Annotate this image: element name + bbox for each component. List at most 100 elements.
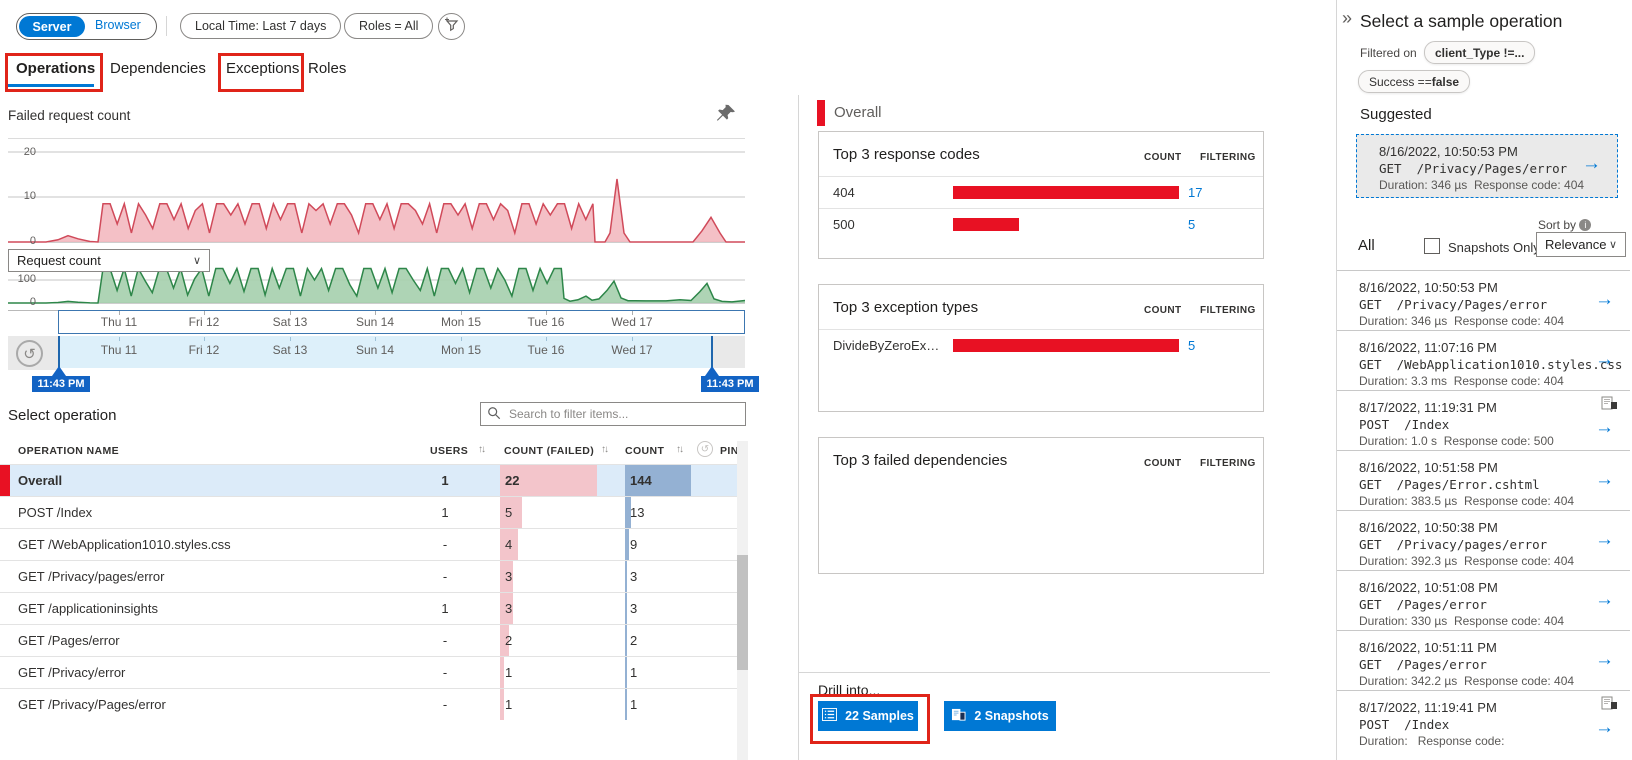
table-row[interactable]: GET /WebApplication1010.styles.css - 4 9 <box>0 528 737 560</box>
card-row-count-link[interactable]: 5 <box>1188 338 1196 353</box>
card-count-header: COUNT <box>1144 152 1182 163</box>
x-axis-tick <box>375 311 376 315</box>
sample-operation: GET /Privacy/pages/error <box>1359 537 1548 552</box>
request-chart-ytick-0: 0 <box>29 296 36 308</box>
col-header-count[interactable]: COUNT <box>625 445 665 457</box>
open-sample-arrow-icon[interactable]: → <box>1595 417 1614 438</box>
brush-handle-right-triangle[interactable] <box>705 366 719 376</box>
metric-dropdown[interactable]: Request count ∨ <box>8 249 210 272</box>
filter-pill-client-type[interactable]: client_Type !=... <box>1424 41 1536 64</box>
col-header-operation-name[interactable]: OPERATION NAME <box>18 445 120 457</box>
reset-pins-icon[interactable]: ↺ <box>697 441 713 457</box>
open-sample-arrow-icon[interactable]: → <box>1595 349 1614 370</box>
sample-list-item[interactable]: 8/16/2022, 10:51:11 PM GET /Pages/error Du… <box>1337 630 1630 690</box>
collapse-panel-icon[interactable]: » <box>1342 8 1353 28</box>
sort-dropdown[interactable]: Relevance ∨ <box>1536 232 1626 257</box>
axis-selection-box <box>58 310 745 334</box>
sample-list-item[interactable]: 8/17/2022, 11:19:31 PM POST /Index Duratio… <box>1337 390 1630 450</box>
snapshots-only-label[interactable]: Snapshots Only <box>1448 240 1540 255</box>
brush-handle-right[interactable] <box>711 336 713 374</box>
card-row-count-link[interactable]: 17 <box>1188 185 1203 200</box>
card-row: 404 17 <box>819 176 1263 208</box>
open-sample-arrow-icon[interactable]: → <box>1595 289 1614 310</box>
card-row-label: 404 <box>833 185 855 200</box>
table-row[interactable]: Overall 1 22 144 <box>0 464 737 496</box>
table-row[interactable]: GET /Privacy/pages/error - 3 3 <box>0 560 737 592</box>
roles-filter-pill[interactable]: Roles = All <box>344 13 434 39</box>
table-row[interactable]: GET /Privacy/Pages/error - 1 1 <box>0 688 737 720</box>
table-row[interactable]: GET /applicationinsights 1 3 3 <box>0 592 737 624</box>
pin-chart-icon[interactable] <box>714 102 738 129</box>
sample-list-item[interactable]: 8/16/2022, 11:07:16 PM GET /WebApplicatio… <box>1337 330 1630 390</box>
sample-list-item[interactable]: 8/16/2022, 10:50:53 PM GET /Privacy/Pages… <box>1337 270 1630 330</box>
x-axis-label: Mon 15 <box>440 315 482 329</box>
filter-pill-success[interactable]: Success == false <box>1358 70 1471 93</box>
open-sample-arrow-icon[interactable]: → <box>1595 589 1614 610</box>
server-toggle-option[interactable]: Server <box>19 16 85 37</box>
brush-axis-label: Sat 13 <box>272 343 308 357</box>
x-axis-tick <box>290 311 291 315</box>
col-header-pin[interactable]: PIN <box>720 445 739 457</box>
x-axis-tick <box>204 311 205 315</box>
col-header-count-failed[interactable]: COUNT (FAILED) <box>504 445 595 457</box>
tab-operations[interactable]: Operations <box>16 60 96 77</box>
table-scrollbar-thumb[interactable] <box>737 555 748 670</box>
open-sample-arrow-icon[interactable]: → <box>1595 469 1614 490</box>
col-header-users[interactable]: USERS <box>430 445 469 457</box>
sample-meta: Duration: 342.2 µs Response code: 404 <box>1359 674 1575 688</box>
sample-operation: GET /WebApplication1010.styles.css <box>1359 357 1623 372</box>
card-row-label: DivideByZeroExcep... <box>833 338 945 353</box>
snapshots-only-checkbox[interactable] <box>1424 238 1440 254</box>
table-row[interactable]: GET /Privacy/error - 1 1 <box>0 656 737 688</box>
operation-name-cell: GET /applicationinsights <box>18 601 158 616</box>
sort-icon-count-failed[interactable]: ↑↓ <box>601 444 609 455</box>
sample-list-item[interactable]: 8/16/2022, 10:50:38 PM GET /Privacy/pages… <box>1337 510 1630 570</box>
operation-name-cell: POST /Index <box>18 505 93 520</box>
failed-count-cell-bar <box>500 465 597 496</box>
sort-icon-count[interactable]: ↑↓ <box>676 444 684 455</box>
info-icon[interactable]: i <box>1579 219 1592 231</box>
tab-dependencies[interactable]: Dependencies <box>110 60 206 77</box>
count-cell-bar <box>625 593 627 624</box>
brush-handle-left[interactable] <box>58 336 60 374</box>
open-sample-arrow-icon[interactable]: → <box>1582 153 1601 174</box>
count-cell-bar <box>625 689 627 720</box>
brush-handle-left-triangle[interactable] <box>52 366 66 376</box>
sample-list-item[interactable]: 8/17/2022, 11:19:41 PM POST /Index Duratio… <box>1337 690 1630 750</box>
all-samples-label[interactable]: All <box>1358 237 1375 254</box>
card-row-label: 500 <box>833 217 855 232</box>
card-row: DivideByZeroExcep... 5 <box>819 329 1263 361</box>
samples-button[interactable]: 22 Samples <box>818 701 918 731</box>
sort-dropdown-value: Relevance <box>1545 237 1607 252</box>
operation-search-box[interactable] <box>480 402 746 426</box>
suggested-sample-card[interactable]: 8/16/2022, 10:50:53 PM GET /Privacy/Page… <box>1356 134 1618 198</box>
tab-exceptions[interactable]: Exceptions <box>226 60 300 77</box>
snapshots-button[interactable]: 2 Snapshots <box>944 701 1056 731</box>
x-axis-label: Wed 17 <box>611 315 653 329</box>
card-count-header: COUNT <box>1144 458 1182 469</box>
tab-roles[interactable]: Roles <box>308 60 347 77</box>
sample-list-item[interactable]: 8/16/2022, 10:51:08 PM GET /Pages/error Du… <box>1337 570 1630 630</box>
sort-icon-users[interactable]: ↑↓ <box>478 444 486 455</box>
time-range-filter-pill[interactable]: Local Time: Last 7 days <box>180 13 342 39</box>
sample-panel-title: Select a sample operation <box>1360 11 1563 31</box>
sample-list-item[interactable]: 8/16/2022, 10:51:58 PM GET /Pages/Error.c… <box>1337 450 1630 510</box>
sort-by-label: Sort by i <box>1538 218 1592 232</box>
table-row[interactable]: GET /Pages/error - 2 2 <box>0 624 737 656</box>
table-row[interactable]: POST /Index 1 5 13 <box>0 496 737 528</box>
brush-axis-tick <box>632 337 633 341</box>
server-browser-toggle[interactable]: Server Browser <box>16 13 157 40</box>
search-input[interactable] <box>507 406 739 422</box>
open-sample-arrow-icon[interactable]: → <box>1595 649 1614 670</box>
open-sample-arrow-icon[interactable]: → <box>1595 717 1614 738</box>
open-sample-arrow-icon[interactable]: → <box>1595 529 1614 550</box>
add-filter-button[interactable] <box>438 13 465 40</box>
users-cell: - <box>442 537 448 552</box>
brush-selected-range[interactable] <box>58 336 713 368</box>
reset-zoom-button[interactable]: ↺ <box>16 340 43 367</box>
card-row-count-link[interactable]: 5 <box>1188 217 1196 232</box>
right-panel-border <box>1336 0 1337 760</box>
count-cell: 13 <box>630 505 645 520</box>
users-cell: - <box>442 665 448 680</box>
browser-toggle-option[interactable]: Browser <box>95 18 141 32</box>
